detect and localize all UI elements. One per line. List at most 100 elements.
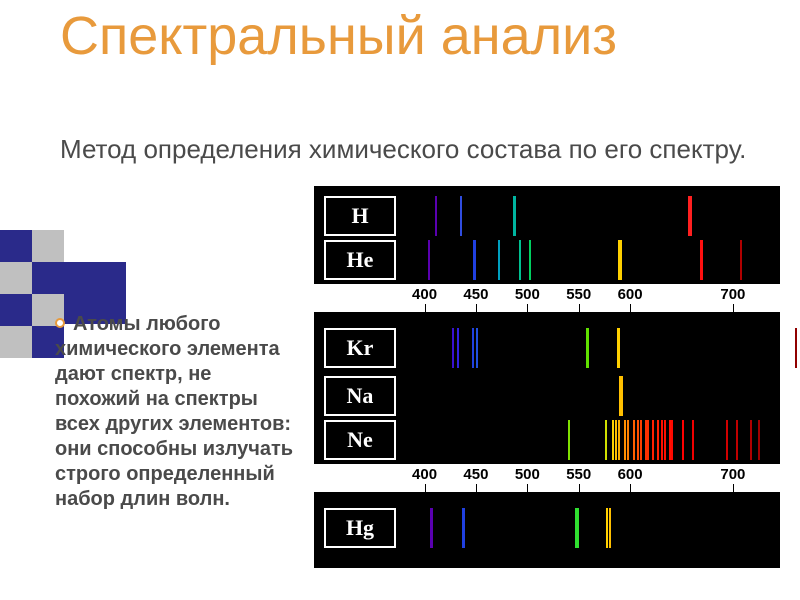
spectrum-row-ne: Ne <box>314 420 780 460</box>
decoration-square <box>0 326 32 358</box>
spectral-line <box>605 420 607 460</box>
decoration-square <box>0 262 32 294</box>
spectral-line <box>740 240 742 280</box>
element-label: Na <box>324 376 396 416</box>
axis-tick-label: 400 <box>412 466 437 483</box>
spectral-line <box>457 328 459 368</box>
axis-tick <box>425 304 426 312</box>
spectrum-strip <box>404 196 774 236</box>
spectral-line <box>758 420 760 460</box>
spectral-line <box>452 328 454 368</box>
element-label: Hg <box>324 508 396 548</box>
axis-tick <box>579 484 580 492</box>
decoration-square <box>0 230 32 262</box>
spectrum-strip <box>404 328 774 368</box>
element-label: Kr <box>324 328 396 368</box>
axis-tick-label: 550 <box>566 286 591 303</box>
spectral-line <box>462 508 465 548</box>
axis-tick <box>527 484 528 492</box>
axis-tick-label: 600 <box>618 466 643 483</box>
spectral-line <box>627 420 629 460</box>
spectral-line <box>726 420 728 460</box>
spectrum-row-na: Na <box>314 376 780 416</box>
axis-tick-label: 500 <box>515 286 540 303</box>
spectral-line <box>476 328 478 368</box>
decoration-square <box>32 262 64 294</box>
spectral-line <box>428 240 430 280</box>
spectrum-strip <box>404 376 774 416</box>
spectrum-strip <box>404 508 774 548</box>
spectral-line <box>473 240 476 280</box>
spectrum-row-kr: Kr <box>314 328 780 368</box>
spectral-line <box>618 240 622 280</box>
spectral-line <box>671 420 673 460</box>
axis-tick-label: 700 <box>720 466 745 483</box>
spectral-line <box>652 420 654 460</box>
slide-subtitle: Метод определения химического состава по… <box>60 135 770 165</box>
spectrum-row-he: He <box>314 240 780 280</box>
wavelength-axis: 400 450 500 550 600 700 <box>314 284 780 312</box>
spectral-line <box>618 420 620 460</box>
spectrum-strip <box>404 420 774 460</box>
decoration-square <box>32 230 64 262</box>
spectrum-row-h: H <box>314 196 780 236</box>
wavelength-axis: 400450500550600700 <box>314 464 780 492</box>
spectral-line <box>640 420 642 460</box>
spectral-line <box>498 240 500 280</box>
axis-tick-label: 400 <box>412 286 437 303</box>
spectral-line <box>472 328 474 368</box>
spectral-line <box>513 196 516 236</box>
spectral-line <box>529 240 531 280</box>
spectral-line <box>688 196 692 236</box>
spectral-line <box>657 420 659 460</box>
spectral-line <box>633 420 635 460</box>
spectral-line <box>647 420 649 460</box>
axis-tick-label: 550 <box>566 466 591 483</box>
axis-tick-label: 500 <box>515 466 540 483</box>
spectral-line <box>736 420 738 460</box>
spectrum-strip <box>404 240 774 280</box>
element-label: Ne <box>324 420 396 460</box>
spectral-line <box>586 328 589 368</box>
spectral-line <box>617 328 620 368</box>
spectral-line <box>430 508 433 548</box>
spectral-line <box>637 420 639 460</box>
axis-tick <box>425 484 426 492</box>
spectral-line <box>700 240 703 280</box>
spectral-line <box>615 420 617 460</box>
axis-tick-label: 700 <box>720 286 745 303</box>
spectrum-row-hg: Hg <box>314 508 780 548</box>
axis-tick <box>476 304 477 312</box>
axis-tick <box>630 484 631 492</box>
spectral-line <box>664 420 666 460</box>
axis-tick <box>476 484 477 492</box>
decoration-square <box>0 294 32 326</box>
spectral-line <box>620 376 623 416</box>
spectral-line <box>750 420 752 460</box>
spectral-line <box>609 508 611 548</box>
bullet-icon <box>55 318 65 328</box>
axis-tick <box>733 304 734 312</box>
spectral-line <box>612 420 614 460</box>
axis-tick <box>733 484 734 492</box>
spectral-line <box>661 420 663 460</box>
spectral-line <box>795 328 797 368</box>
spectra-diagram: HHeKrNaNeHg40045050055060070040045050055… <box>314 186 780 568</box>
spectral-line <box>460 196 462 236</box>
axis-tick-label: 450 <box>463 286 488 303</box>
spectral-line <box>568 420 570 460</box>
axis-tick <box>630 304 631 312</box>
axis-tick-label: 600 <box>618 286 643 303</box>
element-label: He <box>324 240 396 280</box>
spectral-line <box>682 420 684 460</box>
body-bullet: Атомы любого химического элемента дают с… <box>55 312 300 512</box>
element-label: H <box>324 196 396 236</box>
spectral-line <box>692 420 694 460</box>
axis-tick <box>579 304 580 312</box>
axis-tick <box>527 304 528 312</box>
slide-title: Спектральный анализ <box>60 8 770 65</box>
spectral-line <box>519 240 521 280</box>
spectral-line <box>435 196 437 236</box>
body-text-content: Атомы любого химического элемента дают с… <box>55 313 293 510</box>
spectral-line <box>624 420 626 460</box>
